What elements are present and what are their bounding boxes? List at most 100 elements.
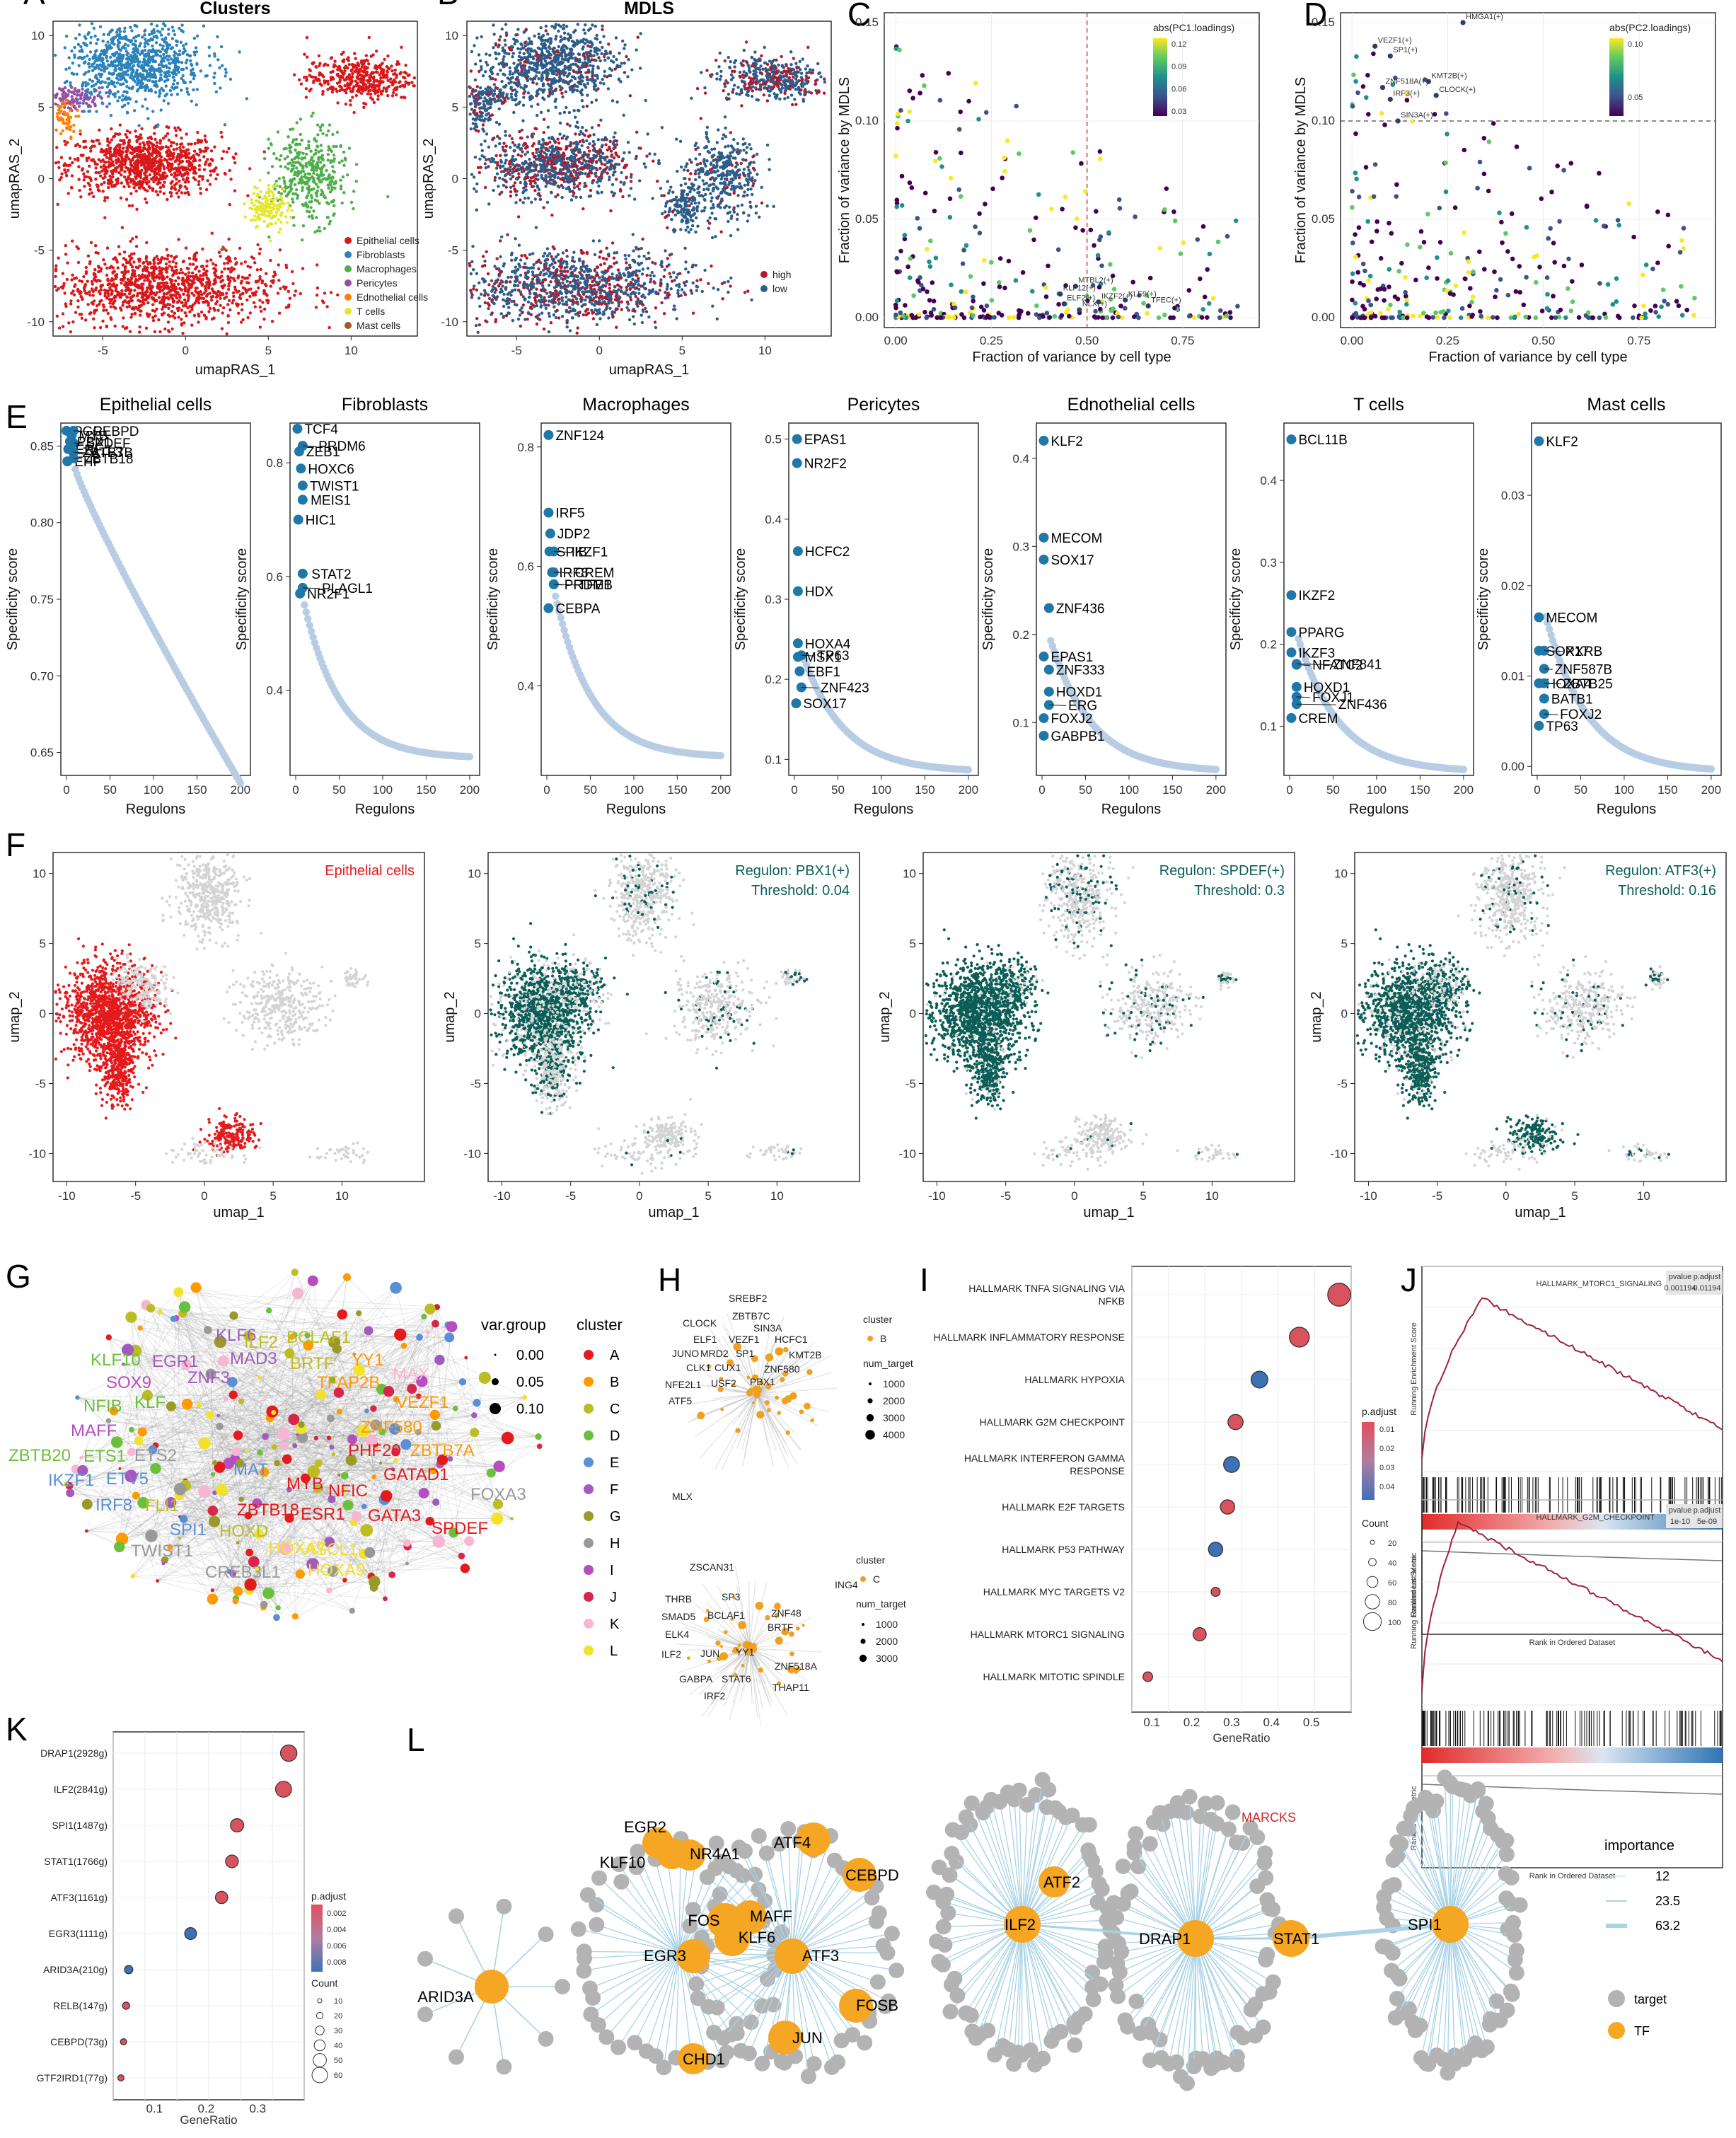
umap-point	[153, 132, 156, 135]
umap-point	[98, 171, 100, 174]
umap-point	[228, 203, 231, 206]
umap-point	[258, 275, 261, 278]
umap-point	[190, 291, 193, 294]
umap-point	[166, 149, 168, 152]
umap-point	[168, 260, 171, 263]
umap-point	[278, 312, 281, 315]
umap-point	[194, 142, 197, 145]
umap-point	[89, 311, 92, 314]
umap-point	[137, 146, 140, 149]
umap-point	[225, 291, 228, 294]
umap-point	[248, 295, 251, 298]
umap-point	[227, 321, 230, 324]
umap-point	[178, 180, 180, 183]
umap-point	[125, 154, 128, 156]
umap-point	[126, 287, 129, 289]
umap-point	[139, 142, 141, 145]
umap-point	[226, 314, 229, 317]
umap-point	[143, 279, 146, 282]
umap-point	[87, 255, 90, 258]
umap-point	[128, 204, 131, 207]
umap-point	[187, 149, 190, 151]
umap-point	[203, 314, 206, 317]
umap-point	[139, 310, 142, 313]
umap-point	[194, 290, 197, 293]
umap-point	[202, 175, 204, 178]
umap-point	[259, 248, 262, 250]
umap-point	[84, 291, 87, 294]
umap-point	[201, 178, 204, 180]
umap-point	[175, 168, 178, 171]
umap-point	[184, 192, 187, 195]
umap-point	[149, 173, 151, 176]
umap-point	[123, 293, 126, 296]
umap-point	[191, 272, 194, 275]
umap-point	[265, 284, 267, 287]
umap-point	[126, 129, 129, 132]
umap-point	[67, 321, 70, 324]
umap-point	[277, 279, 280, 282]
umap-point	[102, 309, 105, 312]
umap-point	[117, 133, 120, 136]
umap-point	[83, 285, 86, 288]
umap-point	[201, 248, 204, 250]
umap-point	[79, 132, 82, 135]
umap-point	[285, 266, 288, 269]
umap-point	[168, 304, 171, 306]
umap-point	[125, 166, 127, 168]
umap-point	[233, 279, 236, 282]
umap-point	[173, 316, 176, 319]
umap-point	[178, 163, 180, 166]
umap-point	[103, 149, 105, 152]
umap-point	[81, 298, 83, 301]
umap-point	[120, 181, 123, 184]
umap-point	[91, 280, 93, 283]
umap-point	[147, 315, 150, 318]
umap-point	[225, 295, 228, 298]
umap-point	[135, 245, 138, 248]
umap-point	[142, 146, 145, 149]
umap-point	[139, 325, 141, 328]
umap-point	[122, 316, 125, 319]
umap-point	[125, 136, 128, 139]
umap-point	[58, 326, 61, 329]
umap-point	[153, 172, 156, 175]
umap-point	[130, 164, 133, 167]
umap-point	[197, 141, 199, 144]
umap-point	[156, 141, 158, 144]
umap-point	[233, 267, 236, 270]
umap-point	[219, 255, 221, 258]
umap-point	[195, 299, 198, 302]
umap-point	[253, 257, 255, 260]
umap-point	[134, 306, 137, 308]
umap-point	[119, 306, 122, 309]
y-tick-label: 5	[38, 100, 45, 114]
umap-point	[216, 300, 219, 303]
umap-point	[330, 291, 332, 294]
umap-point	[100, 166, 103, 168]
umap-point	[55, 146, 58, 149]
umap-point	[166, 254, 169, 257]
umap-point	[80, 313, 83, 316]
umap-point	[182, 293, 185, 296]
umap-point	[172, 300, 175, 303]
umap-point	[103, 199, 106, 202]
umap-point	[205, 265, 208, 267]
umap-point	[83, 146, 86, 149]
umap-point	[222, 150, 225, 153]
umap-point	[184, 286, 187, 289]
umap-point	[130, 277, 133, 279]
umap-point	[100, 183, 103, 185]
umap-point	[71, 320, 74, 323]
umap-point	[66, 169, 69, 172]
umap-point	[120, 289, 123, 292]
umap-point	[180, 318, 183, 320]
umap-point	[163, 257, 166, 260]
umap-point	[78, 178, 81, 180]
umap-point	[170, 281, 173, 284]
figure-canvas: AClusters-505101050-5-10umapRAS_1umapRAS…	[0, 0, 1736, 2138]
umap-point	[154, 299, 156, 301]
umap-point	[71, 174, 74, 177]
umap-point	[172, 156, 175, 159]
umap-point	[175, 147, 178, 150]
